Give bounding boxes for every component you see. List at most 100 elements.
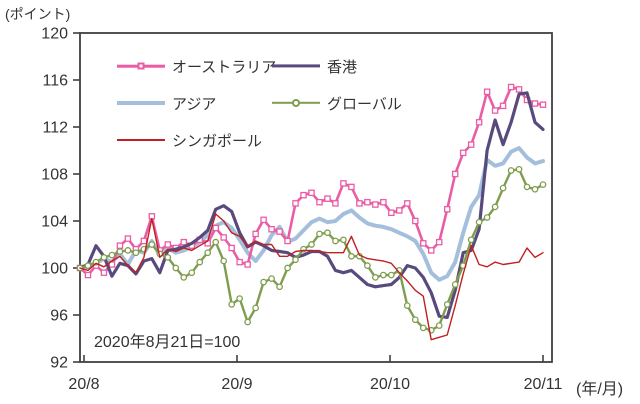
marker-square: [340, 180, 347, 187]
legend-label-asia: アジア: [172, 95, 217, 113]
marker-circle: [372, 274, 379, 281]
x-tick-label: 20/10: [370, 376, 410, 393]
marker-circle: [116, 248, 124, 255]
marker-square: [316, 198, 323, 206]
marker-circle: [539, 181, 547, 188]
marker-circle: [196, 258, 204, 266]
marker-circle: [188, 269, 196, 277]
marker-circle: [124, 247, 132, 254]
legend-swatch-australia-line-icon: [117, 58, 165, 74]
series-line-hongkong: [78, 91, 545, 319]
marker-circle: [491, 203, 499, 211]
marker-square: [180, 238, 188, 246]
marker-circle: [204, 249, 212, 257]
marker-circle: [284, 264, 291, 272]
marker-square: [412, 217, 419, 225]
marker-square: [124, 235, 132, 242]
y-tick-label: 120: [41, 26, 68, 43]
marker-square: [507, 83, 515, 91]
marker-square: [427, 247, 435, 254]
legend-label-global: グローバル: [327, 95, 402, 113]
x-tick-label: 20/11: [524, 376, 563, 393]
legend-item-hongkong: 香港: [272, 58, 358, 76]
series-hongkong: [78, 91, 545, 319]
legend-item-global: グローバル: [272, 95, 402, 113]
marker-square: [443, 205, 451, 213]
x-axis-unit-label: (年/月): [576, 381, 624, 398]
y-tick-label: 116: [42, 73, 68, 90]
plot-frame: [79, 32, 553, 363]
marker-circle: [244, 318, 251, 326]
marker-square: [467, 141, 475, 148]
marker-square: [140, 237, 148, 245]
marker-square: [499, 102, 507, 110]
marker-circle: [132, 249, 140, 257]
marker-circle: [531, 185, 539, 193]
marker-square: [435, 238, 443, 246]
marker-circle: [268, 275, 275, 282]
series-australia: [76, 83, 547, 279]
legend-item-singapore: シンガポール: [117, 132, 263, 150]
marker-circle: [292, 256, 299, 264]
marker-square: [483, 88, 491, 96]
legend-label-singapore: シンガポール: [172, 132, 263, 150]
marker-circle: [499, 184, 507, 192]
base-date-annotation: 2020年8月21日=100: [94, 334, 241, 351]
marker-square: [116, 242, 124, 249]
marker-square: [388, 209, 395, 217]
marker-circle: [252, 304, 259, 312]
marker-circle: [164, 254, 172, 261]
marker-circle: [332, 237, 339, 245]
marker-square: [380, 198, 387, 206]
marker-square: [164, 241, 172, 248]
marker-circle: [212, 238, 220, 246]
marker-circle: [515, 165, 523, 173]
marker-circle: [411, 316, 419, 324]
marker-circle: [403, 302, 411, 309]
marker-square: [108, 261, 116, 268]
marker-square: [404, 200, 411, 207]
marker-circle: [340, 236, 347, 244]
y-tick-label: 104: [41, 214, 68, 231]
marker-circle: [148, 241, 156, 248]
marker-circle: [364, 262, 371, 269]
marker-square: [84, 271, 92, 279]
x-tick-label: 20/8: [68, 376, 99, 393]
marker-square: [531, 100, 539, 107]
marker-square: [515, 86, 523, 93]
marker-square: [332, 200, 339, 207]
marker-square: [212, 224, 219, 232]
x-tick-label: 20/9: [221, 376, 252, 393]
legend-item-australia: オーストラリア: [117, 58, 277, 76]
marker-square: [276, 228, 283, 235]
marker-square: [292, 200, 299, 207]
marker-circle: [228, 301, 236, 308]
marker-square: [252, 230, 259, 238]
legend-swatch-asia-line-icon: [117, 95, 165, 111]
marker-square: [356, 200, 363, 207]
marker-square: [459, 149, 467, 157]
marker-circle: [308, 241, 315, 248]
marker-circle: [348, 252, 355, 260]
marker-circle: [451, 281, 459, 288]
marker-circle: [108, 251, 116, 259]
legend-item-asia: アジア: [117, 95, 217, 113]
legend-label-australia: オーストラリア: [172, 58, 277, 76]
marker-circle: [523, 183, 531, 191]
marker-square: [396, 207, 403, 214]
legend-swatch-global-line-icon: [272, 95, 320, 111]
marker-circle: [84, 262, 92, 269]
legend-label-hongkong: 香港: [327, 58, 358, 76]
marker-square: [228, 244, 235, 252]
y-tick-label: 96: [50, 308, 68, 325]
marker-square: [268, 225, 275, 233]
marker-square: [475, 119, 483, 126]
marker-circle: [435, 322, 443, 329]
y-tick-label: 100: [41, 261, 68, 278]
y-axis-unit-label: (ポイント): [5, 6, 71, 22]
legend-swatch-hongkong-line-icon: [272, 58, 320, 74]
marker-circle: [276, 283, 283, 291]
marker-circle: [507, 167, 515, 174]
